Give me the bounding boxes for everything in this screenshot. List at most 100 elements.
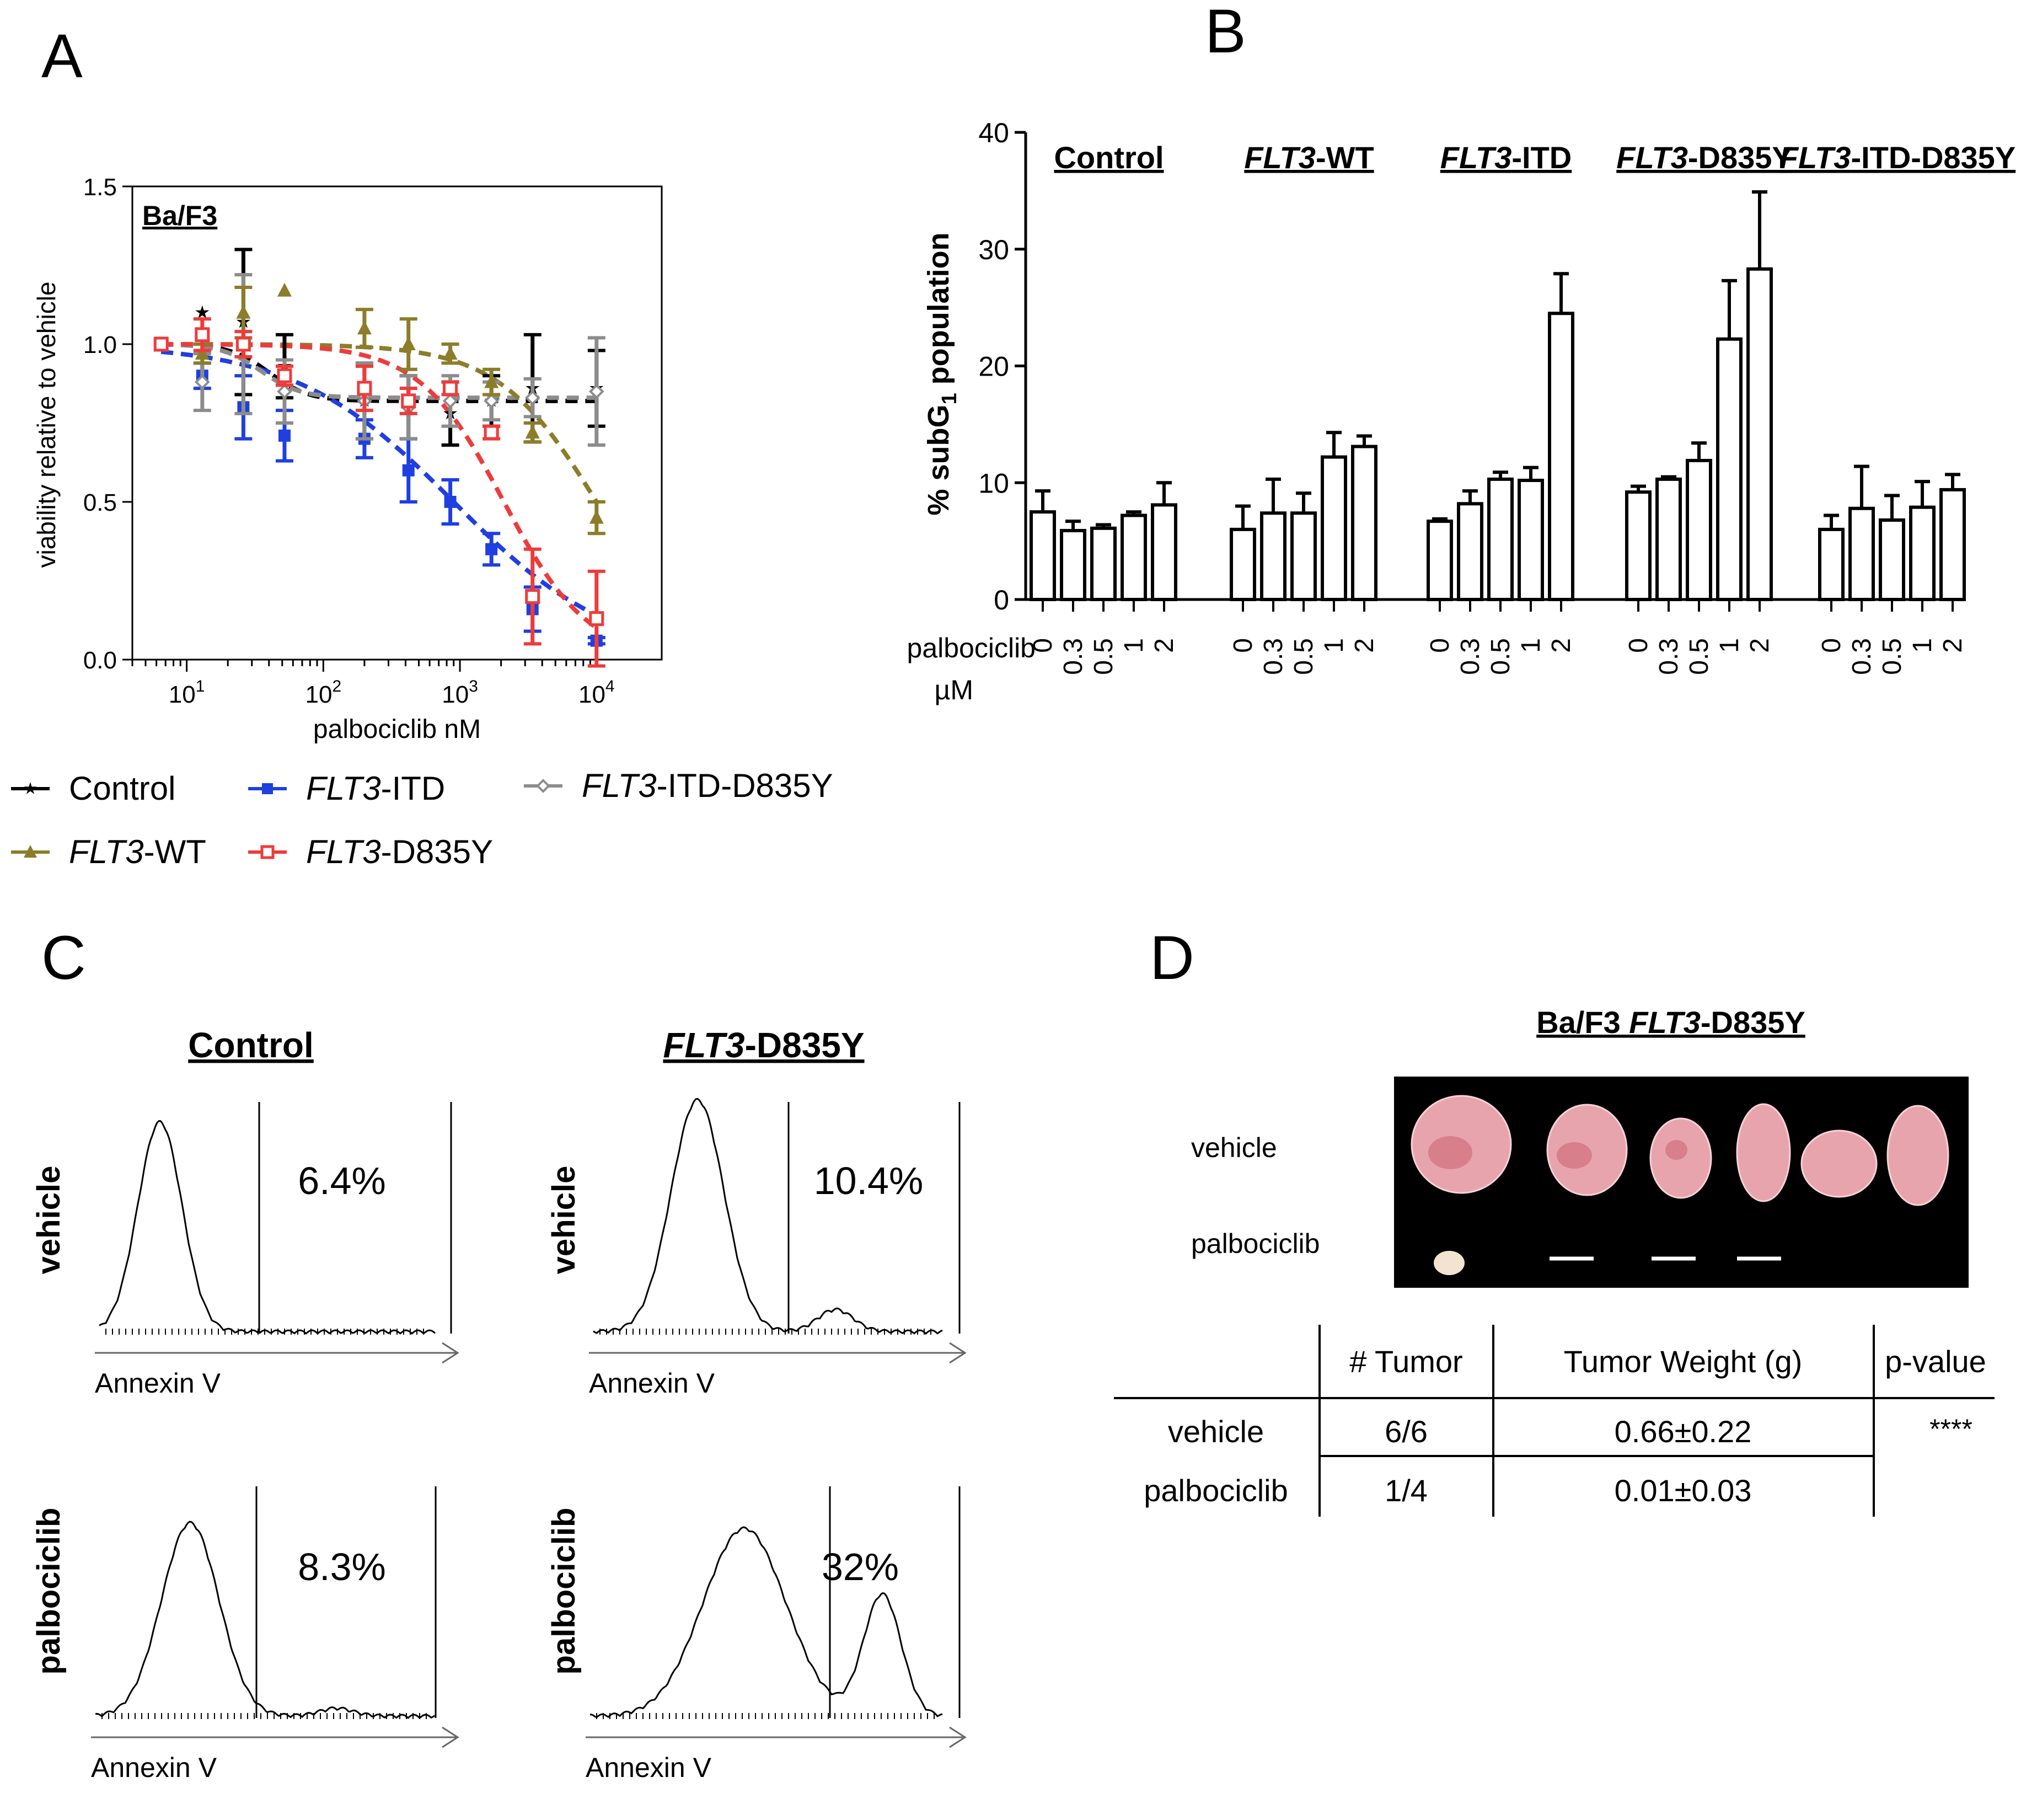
row-label-vehicle-2: vehicle bbox=[546, 1166, 582, 1275]
cell-vehicle-weight: 0.66±0.22 bbox=[1615, 1414, 1752, 1449]
y-axis-label: % subG1 population bbox=[922, 232, 961, 515]
point-wt bbox=[589, 510, 604, 524]
legend-label: FLT3-ITD-D835Y bbox=[582, 767, 833, 804]
legend-marker-d835y bbox=[260, 845, 275, 859]
bar bbox=[1848, 506, 1875, 602]
point-itd_d835y bbox=[442, 393, 458, 409]
point-itd_d835y bbox=[588, 383, 604, 399]
histogram-1: Annexin V 10.4% bbox=[589, 1098, 967, 1399]
dose-label: 0 bbox=[1425, 638, 1455, 653]
group-headers: Control FLT3-WT FLT3-ITD FLT3-D835YFLT3-ITD… bbox=[1054, 140, 2015, 175]
point-d835y bbox=[525, 589, 540, 604]
point-itd_d835y bbox=[277, 383, 292, 399]
bar bbox=[1518, 479, 1544, 602]
y-tick-label: 1.0 bbox=[83, 331, 117, 358]
y-tick-label: 10 bbox=[978, 468, 1009, 499]
bar bbox=[1655, 477, 1682, 602]
fit-curve-itd_d835y bbox=[161, 342, 597, 400]
dose-label: 0.3 bbox=[1847, 638, 1877, 675]
point-wt bbox=[236, 304, 251, 319]
point-itd bbox=[444, 496, 457, 508]
bar bbox=[1939, 488, 1966, 602]
point-wt bbox=[401, 336, 416, 350]
dose-label: 0.3 bbox=[1654, 638, 1684, 675]
bar-group-1 bbox=[1230, 431, 1377, 612]
bar bbox=[1427, 520, 1453, 601]
bar-group-2 bbox=[1427, 272, 1574, 612]
axis-label: Annexin V bbox=[91, 1752, 217, 1783]
tumor-shading-2 bbox=[1557, 1142, 1592, 1169]
legend-item-wt: FLT3-WT bbox=[11, 833, 206, 870]
axis-label: Annexin V bbox=[589, 1368, 715, 1399]
legend-label: FLT3-D835Y bbox=[306, 833, 493, 870]
xenograft-title: Ba/F3 FLT3-D835Y bbox=[1536, 1005, 1805, 1040]
bar bbox=[1090, 526, 1117, 602]
point-wt bbox=[195, 346, 210, 360]
th-tumor-weight: Tumor Weight (g) bbox=[1564, 1344, 1803, 1379]
viability-chart: Ba/F3 palbociclib nM viability relative … bbox=[11, 174, 833, 870]
tumor-table: # Tumor Tumor Weight (g) p-value vehicle… bbox=[1114, 1325, 1995, 1517]
y-tick-label: 20 bbox=[978, 351, 1009, 382]
axis-label: Annexin V bbox=[586, 1752, 712, 1783]
tumor-vehicle-4 bbox=[1736, 1103, 1791, 1202]
axis-arrow-head bbox=[949, 1342, 967, 1364]
bar bbox=[1290, 511, 1317, 601]
y-tick-label: 30 bbox=[978, 234, 1009, 265]
bar bbox=[1260, 511, 1286, 601]
annexin-histograms: Control FLT3-D835Y vehicle vehicle palbo… bbox=[31, 1025, 967, 1783]
dose-label: 0.3 bbox=[1456, 638, 1485, 675]
dose-label: 0.5 bbox=[1089, 638, 1118, 675]
row-label-palbociclib-2: palbociclib bbox=[546, 1508, 582, 1675]
point-itd_d835y bbox=[484, 393, 499, 409]
bar bbox=[1351, 445, 1377, 601]
cell-pvalue: **** bbox=[1929, 1414, 1972, 1444]
dose-label: 0 bbox=[1624, 638, 1653, 653]
bar bbox=[1879, 518, 1905, 602]
x-tick-label: 103 bbox=[442, 677, 478, 708]
point-itd bbox=[485, 543, 498, 555]
legend-marker-itd_d835y bbox=[536, 779, 550, 793]
bar bbox=[1716, 337, 1743, 601]
legend-label: FLT3-WT bbox=[69, 833, 206, 870]
th-tumor-count: # Tumor bbox=[1349, 1344, 1462, 1379]
x-axis-label: palbociclib nM bbox=[313, 715, 481, 744]
point-d835y bbox=[589, 611, 604, 627]
tumor-vehicle-5 bbox=[1800, 1130, 1878, 1198]
bar bbox=[1818, 527, 1845, 602]
histogram-trace bbox=[589, 1526, 943, 1719]
axes: 0.0 0.5 1.0 1.5 101 102 103 104 bbox=[83, 174, 615, 708]
dose-label: 2 bbox=[1547, 638, 1576, 653]
x-tick-label: 104 bbox=[578, 677, 615, 708]
histogram-trace bbox=[99, 1120, 436, 1335]
fit-curves bbox=[160, 342, 599, 630]
bar bbox=[1321, 455, 1347, 601]
axis-arrow-head bbox=[442, 1342, 459, 1364]
tumor-palbociclib-1 bbox=[1434, 1251, 1465, 1275]
bar bbox=[1746, 267, 1773, 601]
bar bbox=[1121, 513, 1147, 601]
group-header: FLT3-ITD-D835Y bbox=[1779, 140, 2015, 175]
point-itd bbox=[402, 464, 415, 477]
bar bbox=[1909, 505, 1936, 602]
point-d835y bbox=[443, 381, 458, 396]
col-header-d835y: FLT3-D835Y bbox=[663, 1025, 864, 1065]
col-header-control: Control bbox=[188, 1025, 314, 1065]
dose-label: 2 bbox=[1938, 638, 1968, 653]
legend: Control FLT3-ITD FLT3-ITD-D835Y FLT3-WT FLT3… bbox=[11, 767, 833, 870]
bar-group-3 bbox=[1625, 190, 1773, 612]
dose-label: 1 bbox=[1320, 638, 1349, 653]
row-label-vehicle-1: vehicle bbox=[31, 1166, 67, 1275]
dose-label: 1 bbox=[1119, 638, 1149, 653]
group-header: FLT3-ITD bbox=[1440, 140, 1572, 175]
y-tick-label: 0.0 bbox=[83, 647, 117, 674]
y-tick-label: 0.5 bbox=[83, 489, 117, 516]
panel-label-b: B bbox=[1205, 0, 1246, 66]
histogram-trace bbox=[593, 1098, 943, 1335]
dose-label: 0.5 bbox=[1289, 638, 1318, 675]
y-tick-label: 0 bbox=[994, 585, 1009, 615]
dose-label: 2 bbox=[1150, 638, 1179, 653]
dose-label: 0.5 bbox=[1486, 638, 1515, 675]
point-d835y bbox=[195, 327, 210, 342]
